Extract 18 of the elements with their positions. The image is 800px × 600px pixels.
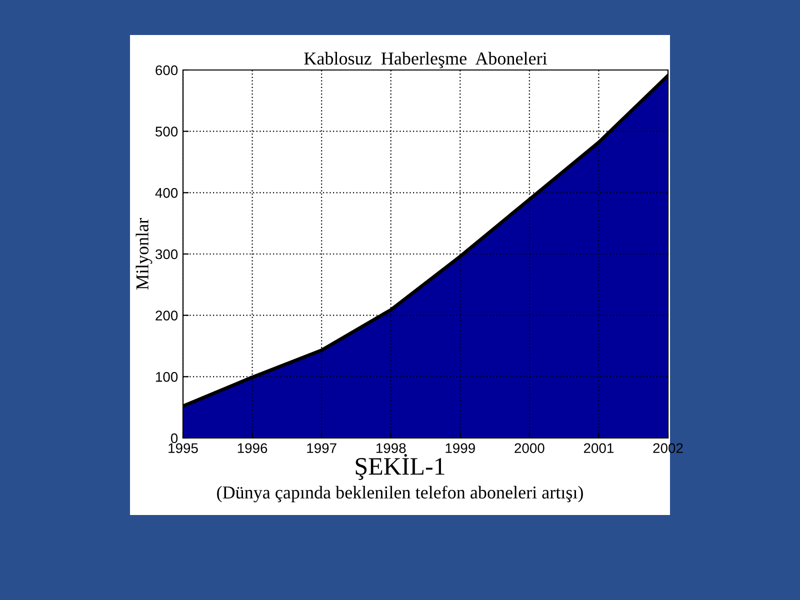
y-tick-label: 100 <box>156 372 178 382</box>
y-tick-label: 200 <box>156 310 178 321</box>
y-tick-label: 300 <box>156 249 178 260</box>
x-tick-label: 2001 <box>584 443 614 454</box>
x-tick-label: 2000 <box>514 443 544 454</box>
y-tick-label: 400 <box>155 188 178 198</box>
y-axis-title: Milyonlar <box>136 218 152 290</box>
x-tick-label: 1995 <box>168 443 198 454</box>
x-tick-label: 1998 <box>376 443 406 454</box>
x-tick-label: 1999 <box>446 443 475 454</box>
y-tick-label: 0 <box>170 433 178 444</box>
y-tick-label: 600 <box>156 65 178 76</box>
text: ŞEKİL-1 <box>356 454 444 480</box>
x-tick-label: 1996 <box>238 443 268 454</box>
y-tick-label: 500 <box>156 126 178 137</box>
text: (Dünya çapında beklenilen telefon aboneleri artışı) <box>217 486 583 502</box>
x-tick-label: 1997 <box>307 443 336 454</box>
chart-title: Kablosuz Haberleşme Aboneleri <box>304 52 547 68</box>
